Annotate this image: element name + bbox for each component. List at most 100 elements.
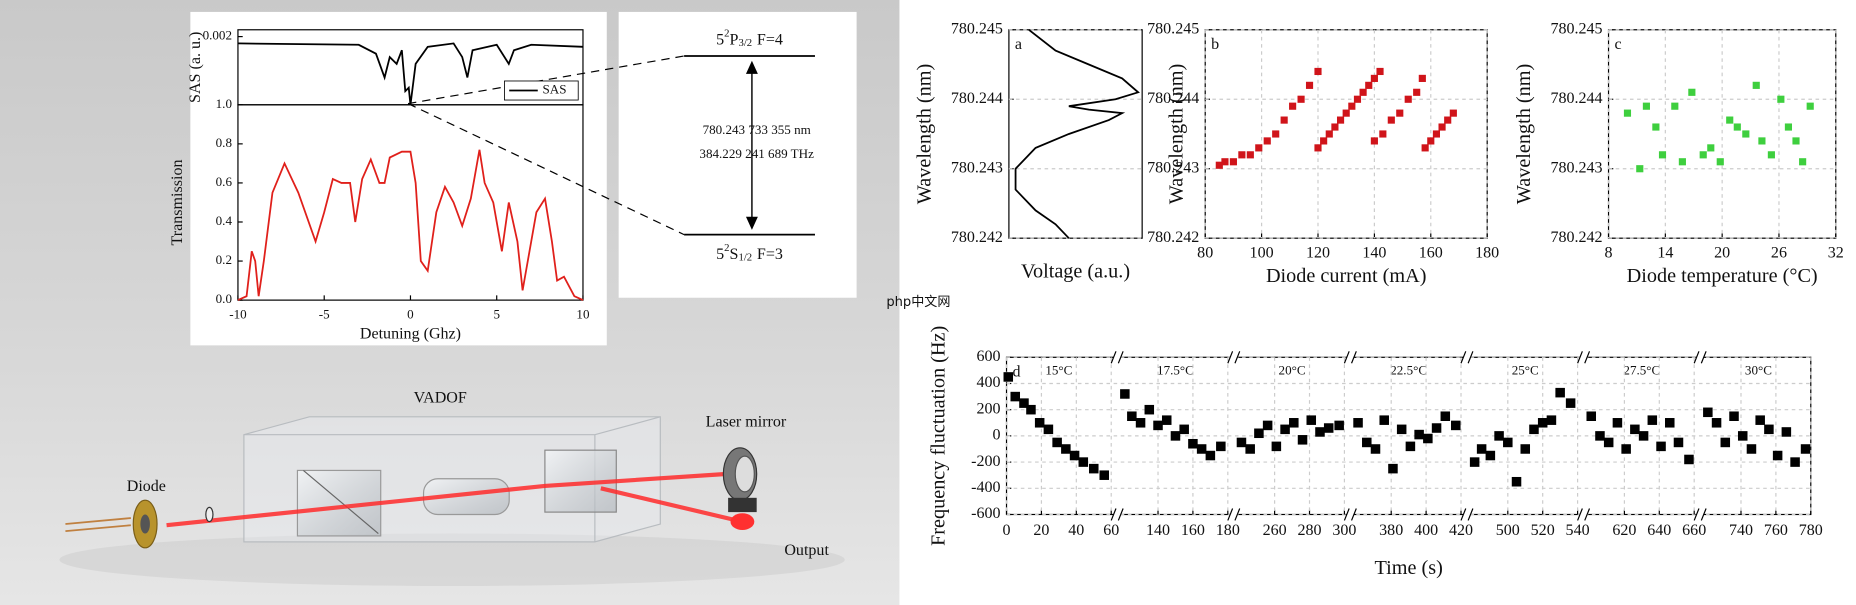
point	[1205, 450, 1216, 461]
x-tick-label: 26	[1771, 244, 1787, 261]
point	[1196, 444, 1207, 454]
point	[1729, 411, 1739, 421]
point	[1003, 372, 1014, 382]
point	[1431, 423, 1442, 433]
point	[1238, 151, 1246, 159]
segment-label: 30°C	[1745, 363, 1772, 378]
x-tick-label: 8	[1605, 244, 1613, 261]
point	[1658, 151, 1667, 159]
point	[1370, 444, 1381, 454]
y-tick-label: 780.245	[951, 20, 1003, 37]
point	[1413, 88, 1421, 96]
point	[1665, 418, 1675, 428]
curve	[237, 149, 584, 301]
legend-label: SAS	[543, 82, 567, 97]
y-axis-label: Wavelength (nm)	[1165, 64, 1187, 204]
point	[1262, 420, 1273, 431]
point	[1246, 151, 1254, 159]
y-tick-label: 400	[977, 374, 1001, 391]
output-label: Output	[784, 542, 829, 559]
x-tick-label: -5	[319, 307, 330, 322]
point	[1716, 158, 1724, 166]
x-tick-label: 520	[1531, 522, 1555, 539]
y-tick-label: 0.0	[216, 291, 233, 306]
point	[1379, 130, 1387, 138]
point	[1078, 457, 1089, 467]
point	[1221, 158, 1229, 166]
point	[1414, 429, 1424, 440]
point	[1342, 109, 1350, 117]
point	[1469, 457, 1480, 467]
point	[1353, 418, 1363, 428]
y-axis-label: Frequency fluctuation (Hz)	[928, 326, 950, 546]
point	[1772, 450, 1783, 461]
point	[1370, 74, 1378, 82]
point	[1630, 424, 1640, 435]
segment-label: 15°C	[1045, 363, 1072, 378]
curve	[237, 42, 584, 105]
point	[1418, 74, 1426, 82]
point	[1800, 444, 1811, 454]
x-tick-label: 0	[407, 307, 414, 322]
point	[1161, 415, 1172, 425]
axis-break-gap	[1230, 351, 1238, 364]
point	[1323, 423, 1334, 433]
axis-break-gap	[1579, 351, 1588, 364]
y-tick-label: 600	[977, 348, 1001, 365]
panel-letter: c	[1614, 36, 1621, 53]
point	[1546, 415, 1557, 425]
point	[1120, 389, 1130, 399]
axis-break-gap	[1696, 508, 1704, 521]
point	[1236, 437, 1247, 448]
point	[1781, 427, 1792, 437]
point	[1432, 130, 1440, 138]
axis-break	[1460, 351, 1474, 364]
point	[1742, 130, 1750, 138]
point	[1638, 431, 1649, 441]
vadof-label: VADOF	[414, 390, 467, 407]
point	[1348, 102, 1356, 110]
point	[1764, 424, 1774, 435]
lower-label: 52S1/2 F=3	[716, 242, 783, 264]
y-tick-label: 780.244	[1147, 90, 1199, 107]
point	[1711, 418, 1722, 428]
x-tick-label: -10	[229, 307, 247, 322]
axis-break	[1693, 351, 1707, 364]
segment-label: 20°C	[1279, 363, 1306, 378]
point	[1043, 424, 1054, 435]
wavelength-label: 780.243 733 355 nm	[703, 122, 811, 137]
point	[1170, 431, 1181, 441]
x-tick-label: 640	[1647, 522, 1671, 539]
point	[1503, 437, 1513, 448]
point	[1405, 441, 1416, 452]
y-axis-label: Transmission	[169, 159, 186, 245]
point	[1733, 123, 1741, 131]
axis-break	[1693, 508, 1707, 521]
point	[1362, 437, 1372, 448]
x-tick-label: 60	[1103, 522, 1119, 539]
point	[1726, 116, 1734, 124]
point	[1153, 420, 1163, 431]
point	[1427, 137, 1435, 145]
point	[1255, 144, 1263, 152]
axis-break-gap	[1230, 508, 1238, 521]
point	[1529, 424, 1539, 435]
point	[1229, 158, 1237, 166]
y-axis-label: Wavelength (nm)	[913, 64, 935, 204]
point	[1396, 424, 1407, 435]
x-tick-label: 140	[1362, 244, 1386, 261]
y-tick-label: -600	[971, 505, 1000, 522]
x-tick-label: 660	[1682, 522, 1706, 539]
point	[1289, 418, 1299, 428]
point	[1752, 81, 1760, 89]
point	[1707, 144, 1715, 152]
point	[1642, 102, 1650, 110]
x-tick-label: 40	[1068, 522, 1084, 539]
y-tick-label: 1.0	[216, 96, 233, 111]
point	[1784, 123, 1793, 131]
panel-letter: d	[1012, 363, 1020, 380]
point	[1099, 470, 1109, 480]
point	[1565, 398, 1576, 408]
point	[1179, 424, 1189, 435]
